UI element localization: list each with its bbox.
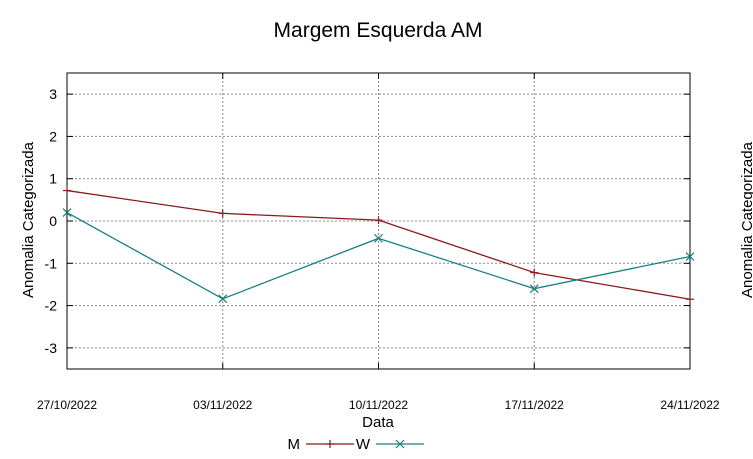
x-tick-label: 10/11/2022 (349, 398, 408, 412)
data-point-W (218, 294, 228, 304)
y-tick-label: -2 (45, 298, 58, 314)
secondary-y-axis-label: Anomalia Categorizada (739, 141, 753, 298)
data-point-W (685, 252, 695, 261)
y-tick-label: 3 (49, 86, 57, 102)
data-point-W (374, 233, 383, 243)
y-axis-label: Anomalia Categorizada (20, 141, 37, 298)
data-point-W (62, 208, 72, 217)
x-tick-label: 03/11/2022 (193, 398, 252, 412)
legend-label: W (356, 436, 371, 453)
y-tick-label: -1 (45, 255, 58, 271)
y-tick-label: 1 (49, 171, 57, 187)
x-axis-label: Data (362, 414, 394, 431)
y-tick-label: 2 (49, 128, 57, 144)
y-tick-label: -3 (45, 340, 58, 356)
legend-label: M (288, 436, 301, 453)
x-tick-label: 24/11/2022 (660, 398, 719, 412)
chart-title: Margem Esquerda AM (274, 19, 483, 42)
y-tick-label: 0 (49, 213, 57, 229)
x-tick-label: 27/10/2022 (37, 398, 97, 412)
x-tick-label: 17/11/2022 (505, 398, 564, 412)
data-point-W (529, 284, 539, 294)
plot-border (66, 72, 691, 370)
legend-marker (395, 439, 405, 449)
plot-area: -3 -2 -1 0 1 2 3 27/10/2022 03/11/2022 10/11/2022… (37, 72, 720, 412)
